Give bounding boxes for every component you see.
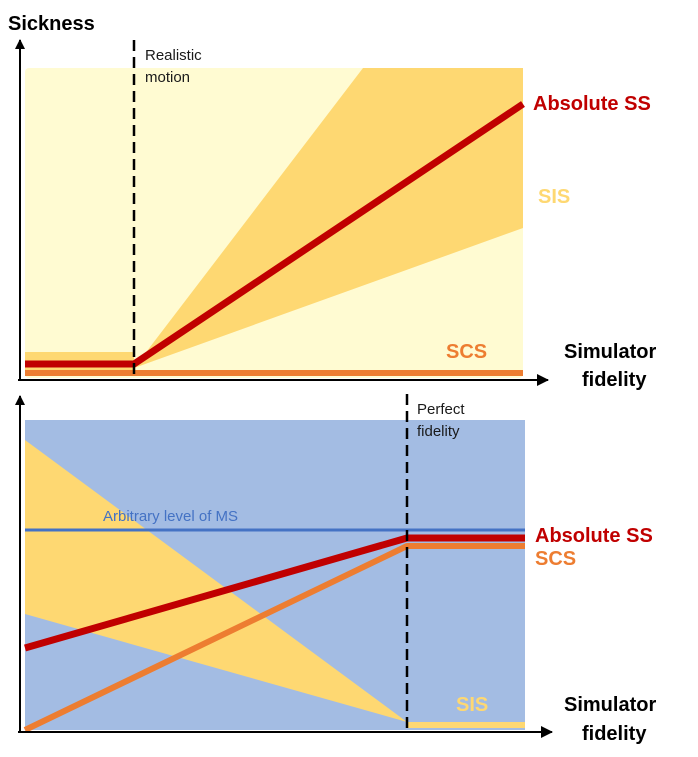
bottom-absolute-ss-label: Absolute SS <box>535 525 653 547</box>
bottom-x-axis-title-line1: Simulator <box>564 694 656 716</box>
realistic-motion-label-line2: motion <box>145 69 190 86</box>
top-absolute-ss-label: Absolute SS <box>533 93 651 115</box>
ms-level-label: Arbitrary level of MS <box>103 508 238 525</box>
top-x-axis-title-line1: Simulator <box>564 341 656 363</box>
top-y-axis-title: Sickness <box>8 13 95 35</box>
bottom-panel: Perfect fidelity Arbitrary level of MS A… <box>15 394 656 745</box>
top-sis-band <box>134 68 523 368</box>
perfect-fidelity-label-line2: fidelity <box>417 423 460 440</box>
bottom-sis-label: SIS <box>456 694 488 716</box>
bottom-sis-baseline <box>407 722 525 728</box>
top-scs-label: SCS <box>446 341 487 363</box>
top-x-axis-title-line2: fidelity <box>582 369 647 391</box>
top-panel: Sickness Realistic motion Absolute SS SI… <box>8 13 656 391</box>
bottom-x-axis-title-line2: fidelity <box>582 723 647 745</box>
bottom-scs-label: SCS <box>535 548 576 570</box>
bottom-scs-line <box>23 543 525 733</box>
top-sis-label: SIS <box>538 186 570 208</box>
bottom-sis-band <box>25 440 407 722</box>
perfect-fidelity-label-line1: Perfect <box>417 401 465 418</box>
realistic-motion-label-line1: Realistic <box>145 47 202 64</box>
